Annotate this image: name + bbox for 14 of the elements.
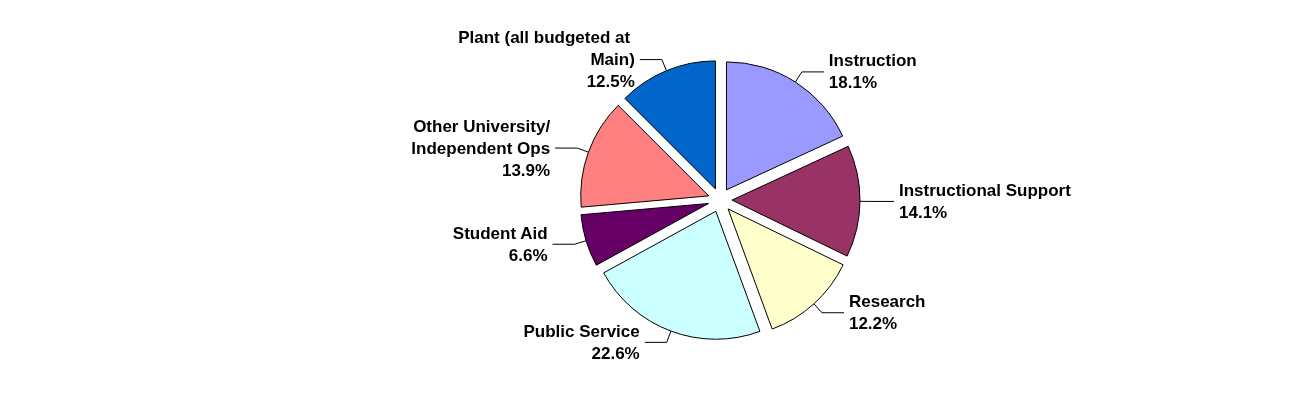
data-label: 22.6% [591, 343, 640, 363]
slice-label: Instructional Support [898, 180, 1072, 200]
slice-label: Instruction [828, 51, 917, 71]
slice-label: Research [848, 292, 926, 312]
slice-label: Other University/Independent Ops [411, 116, 551, 158]
slice-label: Student Aid [452, 223, 548, 243]
data-label: 13.9% [501, 160, 551, 180]
data-label: 14.1% [898, 202, 948, 222]
data-label: 18.1% [828, 73, 878, 93]
data-label: 12.5% [586, 72, 635, 92]
data-label: 6.6% [508, 245, 548, 265]
slice-label: Public Service [523, 321, 640, 341]
data-label: 12.2% [848, 314, 898, 334]
slice-label: Plant (all budgeted at Main) [458, 28, 635, 70]
